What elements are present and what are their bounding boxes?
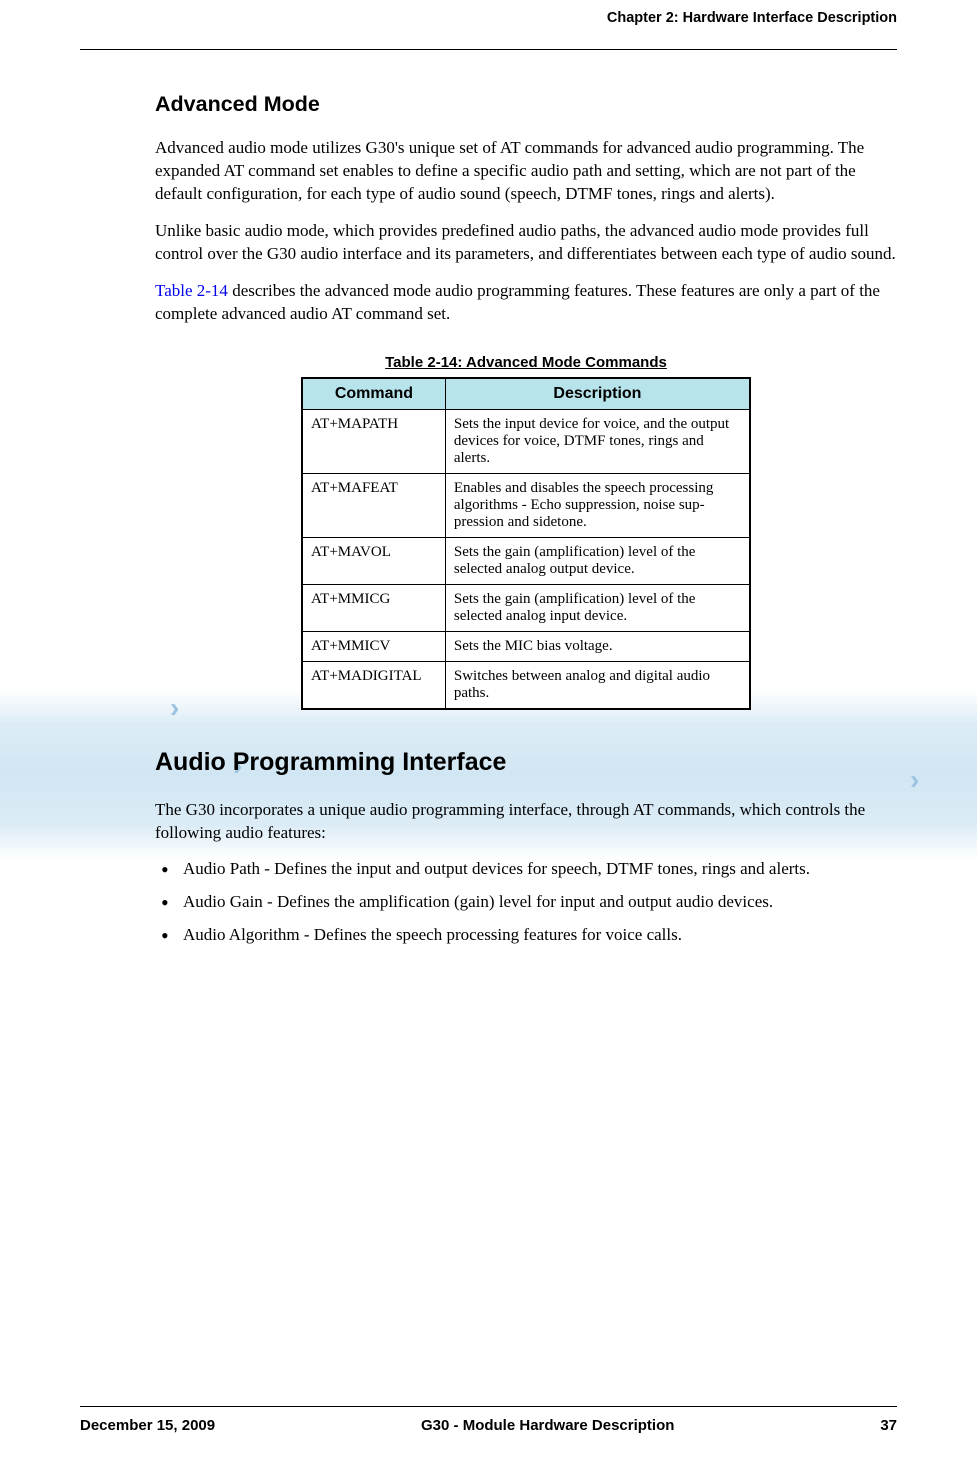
- para-advanced-2: Unlike basic audio mode, which provides …: [155, 220, 897, 266]
- para-advanced-3-rest: describes the advanced mode audio progra…: [155, 281, 880, 323]
- table-header-row: Command Description: [302, 378, 750, 410]
- page-footer: December 15, 2009 G30 - Module Hardware …: [80, 1406, 897, 1434]
- table-caption: Table 2-14: Advanced Mode Commands: [301, 354, 751, 371]
- footer-doc-title: G30 - Module Hardware Description: [215, 1417, 880, 1434]
- table-row: AT+MAVOLSets the gain (amplification) le…: [302, 537, 750, 584]
- para-api-1: The G30 incorporates a unique audio prog…: [155, 799, 897, 845]
- table-row: AT+MMICV Sets the MIC bias voltage.: [302, 631, 750, 661]
- th-description: Description: [445, 378, 750, 410]
- cell-description: Sets the gain (amplification) level of t…: [445, 537, 750, 584]
- cell-description: Switches between analog and digital audi…: [445, 661, 750, 709]
- para-advanced-1: Advanced audio mode utilizes G30's uniqu…: [155, 137, 897, 206]
- cell-command: AT+MAFEAT: [302, 473, 445, 537]
- table-row: AT+MAFEATEnables and disables the speech…: [302, 473, 750, 537]
- table-row: AT+MADIGITALSwitches between analog and …: [302, 661, 750, 709]
- footer-date: December 15, 2009: [80, 1417, 215, 1434]
- list-item: Audio Gain - Defines the amplification (…: [183, 891, 897, 914]
- page-container: Chapter 2: Hardware Interface Descriptio…: [0, 0, 977, 947]
- cell-command: AT+MAVOL: [302, 537, 445, 584]
- table-wrap: Table 2-14: Advanced Mode Commands Comma…: [301, 354, 751, 710]
- commands-table: Command Description AT+MAPATHSets the in…: [301, 377, 751, 710]
- cell-description: Sets the MIC bias voltage.: [445, 631, 750, 661]
- table-row: AT+MMICGSets the gain (amplification) le…: [302, 584, 750, 631]
- cell-command: AT+MMICG: [302, 584, 445, 631]
- chapter-label: Chapter 2: Hardware Interface Descriptio…: [607, 10, 897, 26]
- cell-description: Enables and disables the speech processi…: [445, 473, 750, 537]
- footer-page-number: 37: [880, 1417, 897, 1434]
- cell-command: AT+MMICV: [302, 631, 445, 661]
- list-item: Audio Algorithm - Defines the speech pro…: [183, 924, 897, 947]
- th-command: Command: [302, 378, 445, 410]
- content-area: Advanced Mode Advanced audio mode utiliz…: [80, 50, 897, 947]
- list-item: Audio Path - Defines the input and outpu…: [183, 858, 897, 881]
- cell-description: Sets the gain (amplification) level of t…: [445, 584, 750, 631]
- cell-command: AT+MADIGITAL: [302, 661, 445, 709]
- section-title-audio-programming: Audio Programming Interface: [155, 748, 897, 777]
- table-row: AT+MAPATHSets the input device for voice…: [302, 409, 750, 473]
- section-title-advanced-mode: Advanced Mode: [155, 92, 897, 117]
- cell-description: Sets the input device for voice, and the…: [445, 409, 750, 473]
- table-body: AT+MAPATHSets the input device for voice…: [302, 409, 750, 709]
- para-advanced-3: Table 2-14 describes the advanced mode a…: [155, 280, 897, 326]
- page-header: Chapter 2: Hardware Interface Descriptio…: [80, 10, 897, 50]
- table-ref-link[interactable]: Table 2-14: [155, 281, 228, 300]
- feature-list: Audio Path - Defines the input and outpu…: [155, 858, 897, 947]
- cell-command: AT+MAPATH: [302, 409, 445, 473]
